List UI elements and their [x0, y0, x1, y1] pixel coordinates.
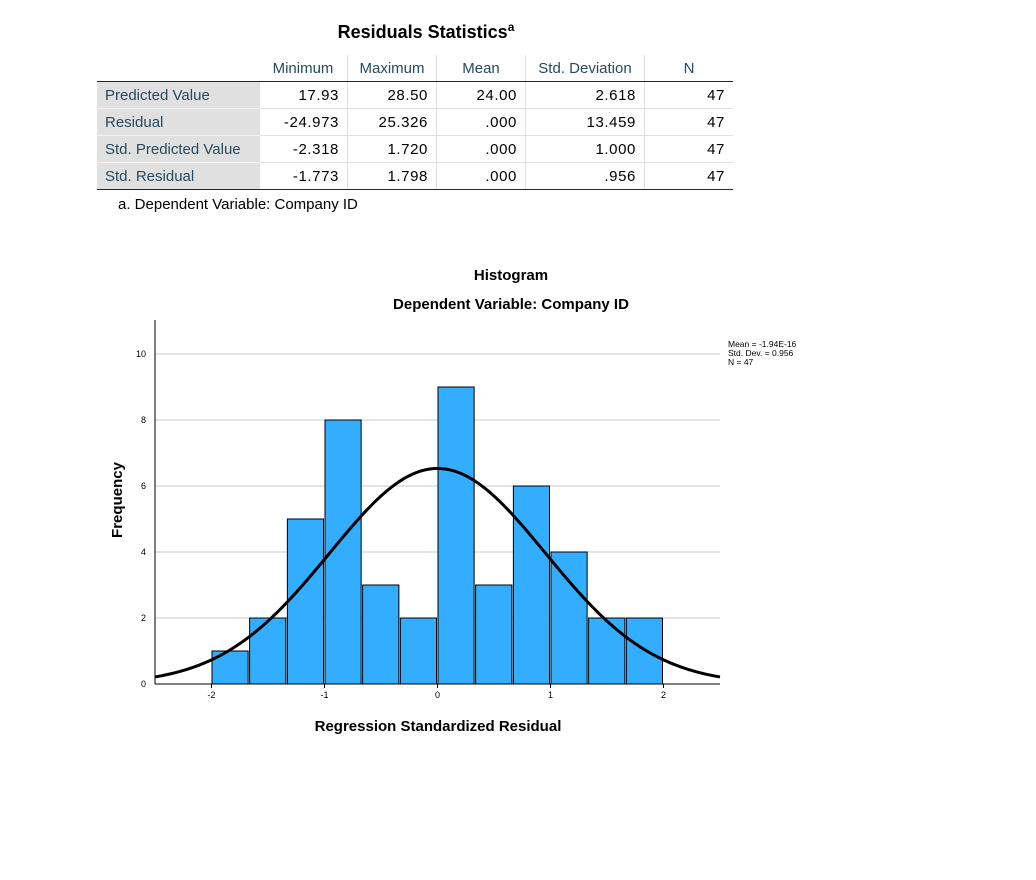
table-row: Std. Residual -1.773 1.798 .000 .956 47	[97, 162, 733, 190]
chart-subtitle: Dependent Variable: Company ID	[393, 296, 629, 313]
y-tick-label: 6	[141, 481, 146, 491]
y-tick-label: 0	[141, 679, 146, 689]
column-header-std-deviation: Std. Deviation	[525, 55, 645, 82]
column-header-maximum: Maximum	[347, 55, 437, 82]
table-row: Std. Predicted Value -2.318 1.720 .000 1…	[97, 135, 733, 163]
histogram-bar	[512, 485, 550, 685]
column-header-mean: Mean	[436, 55, 526, 82]
cell-mean: .000	[436, 162, 526, 190]
row-label: Predicted Value	[97, 81, 259, 109]
cell-maximum: 25.326	[347, 108, 437, 136]
normal-curve	[154, 466, 721, 679]
gridlines	[155, 353, 720, 619]
x-tick-label: 2	[661, 690, 666, 700]
x-tick-label: 1	[548, 690, 553, 700]
cell-std-deviation: 13.459	[525, 108, 645, 136]
histogram-bar	[362, 584, 400, 685]
row-label: Residual	[97, 108, 259, 136]
column-header-corner	[97, 55, 259, 82]
cell-maximum: 1.798	[347, 162, 437, 190]
legend-entry: N = 47	[728, 357, 754, 367]
cell-maximum: 28.50	[347, 81, 437, 109]
cell-maximum: 1.720	[347, 135, 437, 163]
x-tick-label: -1	[320, 690, 328, 700]
y-tick-label: 2	[141, 613, 146, 623]
column-header-n: N	[644, 55, 733, 82]
histogram-bar	[249, 617, 287, 685]
histogram-bars	[211, 386, 663, 685]
table-title-text: Residuals Statistics	[337, 22, 508, 42]
histogram-bar	[550, 551, 588, 685]
cell-std-deviation: .956	[525, 162, 645, 190]
cell-mean: .000	[436, 108, 526, 136]
cell-n: 47	[644, 135, 733, 163]
table-header-row: Minimum Maximum Mean Std. Deviation N	[97, 55, 733, 82]
cell-mean: .000	[436, 135, 526, 163]
cell-n: 47	[644, 81, 733, 109]
row-label: Std. Residual	[97, 162, 259, 190]
x-tick-label: -2	[207, 690, 215, 700]
histogram-bar	[475, 584, 513, 685]
y-tick-label: 10	[136, 349, 146, 359]
residuals-statistics-table: Minimum Maximum Mean Std. Deviation N Pr…	[97, 55, 733, 190]
cell-n: 47	[644, 162, 733, 190]
table-row: Predicted Value 17.93 28.50 24.00 2.618 …	[97, 81, 733, 109]
cell-mean: 24.00	[436, 81, 526, 109]
axes: 0 2 4 6 8 10 -2 -1 0 1 2	[136, 320, 720, 700]
table-row: Residual -24.973 25.326 .000 13.459 47	[97, 108, 733, 136]
y-tick-label: 4	[141, 547, 146, 557]
x-axis-label: Regression Standardized Residual	[315, 718, 562, 735]
histogram-bar	[286, 518, 325, 685]
column-header-minimum: Minimum	[259, 55, 348, 82]
cell-minimum: -1.773	[258, 162, 348, 190]
table-footnote: a. Dependent Variable: Company ID	[118, 196, 358, 213]
legend-entry: Mean = -1.94E-16	[728, 339, 797, 349]
cell-minimum: 17.93	[258, 81, 348, 109]
table-title-superscript: a	[507, 20, 515, 34]
cell-std-deviation: 1.000	[525, 135, 645, 163]
histogram-bar	[437, 386, 475, 685]
cell-minimum: -2.318	[258, 135, 348, 163]
y-tick-label: 8	[141, 415, 146, 425]
y-axis-label: Frequency	[109, 461, 126, 538]
table-title: Residuals Statisticsa	[0, 20, 852, 43]
cell-n: 47	[644, 108, 733, 136]
histogram-bar	[588, 617, 626, 685]
cell-minimum: -24.973	[258, 108, 348, 136]
chart-title: Histogram	[474, 267, 548, 284]
x-tick-label: 0	[435, 690, 440, 700]
histogram-bar	[399, 617, 438, 685]
row-label: Std. Predicted Value	[97, 135, 259, 163]
legend-entry: Std. Dev. = 0.956	[728, 348, 794, 358]
cell-std-deviation: 2.618	[525, 81, 645, 109]
